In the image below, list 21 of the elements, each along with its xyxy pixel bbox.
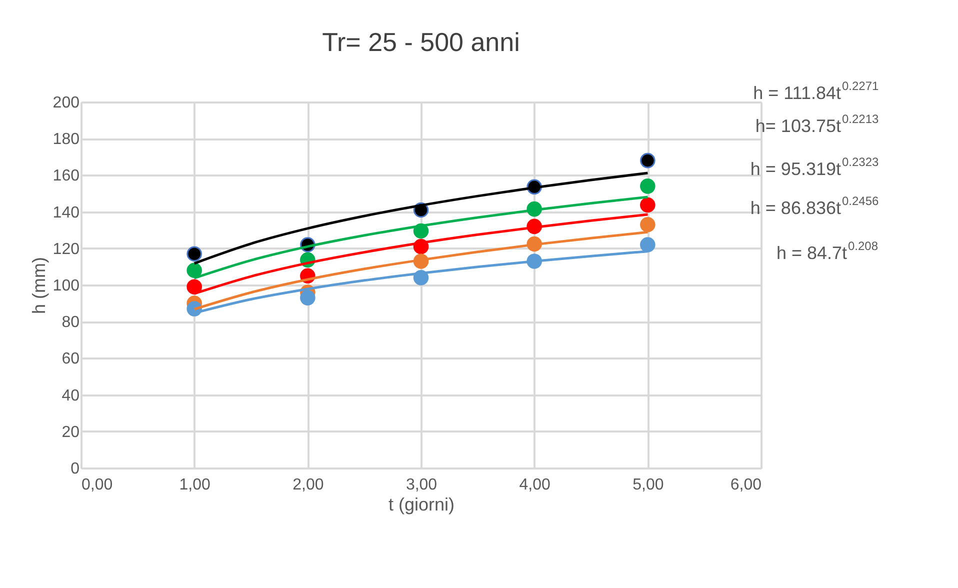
x-tick-label: 3,00 (406, 476, 438, 494)
x-tick-label: 4,00 (519, 476, 551, 494)
y-tick-label: 100 (52, 278, 80, 294)
chart-title: Tr= 25 - 500 anni (322, 27, 520, 57)
y-tick-label: 200 (52, 94, 80, 112)
y-tick-label: 20 (62, 424, 80, 441)
x-tick-label: 1,00 (179, 476, 211, 494)
y-tick-label: 140 (52, 204, 80, 222)
y-tick-label: 0 (70, 460, 80, 478)
y-tick-label: 180 (52, 131, 80, 148)
y-tick-label: 120 (52, 240, 80, 258)
y-tick-label: 160 (52, 168, 80, 185)
x-tick-label: 5,00 (632, 476, 664, 494)
y-tick-label: 60 (62, 350, 80, 368)
x-tick-label: 6,00 (730, 476, 762, 494)
y-axis-title: h (mm) (28, 257, 49, 314)
y-tick-label: 40 (62, 387, 80, 404)
x-tick-label: 0,00 (82, 476, 113, 494)
y-tick-label: 80 (62, 314, 80, 332)
x-tick-label: 2,00 (292, 476, 324, 494)
x-axis-title: t (giorni) (388, 494, 455, 514)
